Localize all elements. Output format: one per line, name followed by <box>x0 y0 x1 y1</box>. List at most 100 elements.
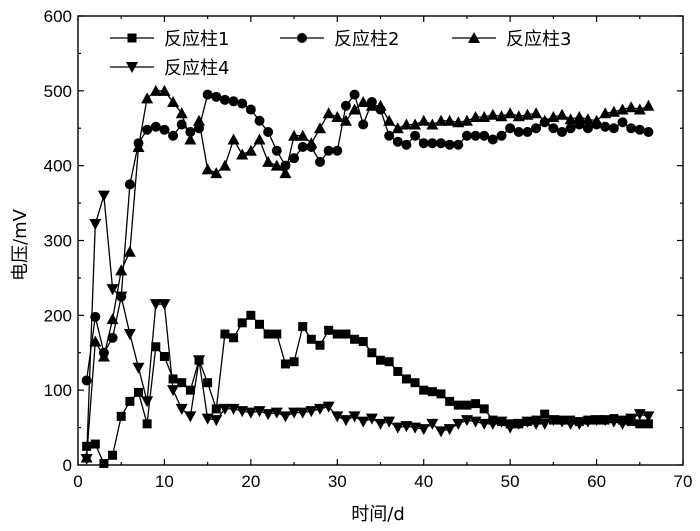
series-3-point <box>374 99 387 111</box>
series-2-point <box>271 145 282 156</box>
series-4-point <box>89 219 102 231</box>
series-1-point <box>125 396 135 406</box>
series-2-point <box>107 332 118 343</box>
series-1-point <box>315 340 325 350</box>
series-3-point <box>236 148 249 160</box>
series-1-point <box>376 355 385 365</box>
series-2-point <box>219 94 230 105</box>
series-4-point <box>495 416 508 428</box>
series-1-point <box>341 329 351 339</box>
series-4-point <box>236 406 249 418</box>
series-1-point <box>643 419 653 429</box>
series-2-point <box>340 100 351 111</box>
series-4-point <box>417 424 430 436</box>
plot-frame <box>77 15 684 466</box>
series-4-point <box>426 418 439 430</box>
series-4-point <box>193 355 205 367</box>
series-4-point <box>348 411 361 423</box>
series-2-point <box>237 98 248 109</box>
series-4-point <box>590 415 603 427</box>
series-1-point <box>635 419 645 429</box>
series-1-point <box>90 439 100 449</box>
series-2-point <box>427 138 438 149</box>
series-1-point <box>185 385 195 395</box>
series-2-point <box>202 89 213 100</box>
series-4-point <box>581 416 594 428</box>
series-2-point <box>608 123 619 134</box>
series-3-point <box>210 167 223 179</box>
series-2-point <box>470 130 481 141</box>
y-tick-label: 100 <box>44 381 72 400</box>
series-2-point <box>548 123 559 134</box>
series-2-point <box>211 91 222 102</box>
series-1-point <box>255 319 264 329</box>
series-3-point <box>305 137 318 149</box>
series-4-point <box>642 411 655 423</box>
series-3-point <box>495 110 508 122</box>
series-4-point <box>435 426 447 438</box>
series-3-point <box>633 103 646 115</box>
series-1-point <box>134 387 143 397</box>
series-2-point <box>90 311 101 322</box>
series-2-point <box>323 145 334 156</box>
series-2-point <box>436 138 446 149</box>
series-3-point <box>270 159 283 171</box>
legend-label: 反应柱3 <box>506 29 571 50</box>
series-2-point <box>617 117 628 128</box>
series-3-point <box>89 335 102 347</box>
series-1-point <box>401 374 411 384</box>
series-2-point <box>349 89 360 100</box>
series-4-point <box>244 407 257 419</box>
series-4-point <box>167 385 180 397</box>
series-1-point <box>99 459 109 469</box>
series-4-point <box>573 418 586 430</box>
series-4-point <box>141 396 154 408</box>
series-1-point <box>203 378 213 388</box>
series-1-point <box>211 404 221 414</box>
series-2-point <box>401 139 412 150</box>
x-tick-label: 60 <box>587 472 606 491</box>
legend-entry-2: 反应柱2 <box>280 29 399 50</box>
series-3-point <box>530 107 543 119</box>
series-3-point <box>365 99 378 111</box>
series-4-point <box>296 407 309 419</box>
series-2-point <box>263 126 274 137</box>
series-1-point <box>116 411 126 421</box>
series-1-point <box>324 325 334 335</box>
series-4-point <box>288 407 301 419</box>
series-2-point <box>159 124 170 135</box>
x-tick-label: 10 <box>155 472 174 491</box>
series-1-point <box>263 329 273 339</box>
series-3-point <box>322 107 335 119</box>
series-4-point <box>547 415 560 427</box>
series-2-point <box>418 138 429 149</box>
series-2-point <box>626 123 637 134</box>
series-3-point <box>314 122 326 134</box>
series-3-point <box>625 101 638 113</box>
series-4-point <box>365 413 378 425</box>
series-1-point <box>298 322 308 332</box>
series-4-point <box>357 416 370 428</box>
series-4-point <box>391 422 404 434</box>
series-3-point <box>193 114 205 126</box>
series-1-point <box>246 310 256 320</box>
series-2 <box>81 89 654 386</box>
series-2-point <box>168 130 179 141</box>
series-3-point <box>426 118 439 130</box>
series-2-point <box>150 121 161 132</box>
series-2-point <box>600 121 611 132</box>
series-3-point <box>469 111 482 123</box>
series-1-point <box>237 318 247 328</box>
series-2-point <box>124 179 135 190</box>
series-3-point <box>435 114 447 126</box>
series-1-point <box>280 359 290 369</box>
series-3-point <box>452 116 465 128</box>
series-4-point <box>478 418 491 430</box>
series-3-point <box>149 84 162 96</box>
x-tick-label: 50 <box>501 472 520 491</box>
series-3-point <box>409 118 422 130</box>
series-4-point <box>486 418 499 430</box>
series-4-point <box>530 418 543 430</box>
series-3-point <box>538 114 551 126</box>
